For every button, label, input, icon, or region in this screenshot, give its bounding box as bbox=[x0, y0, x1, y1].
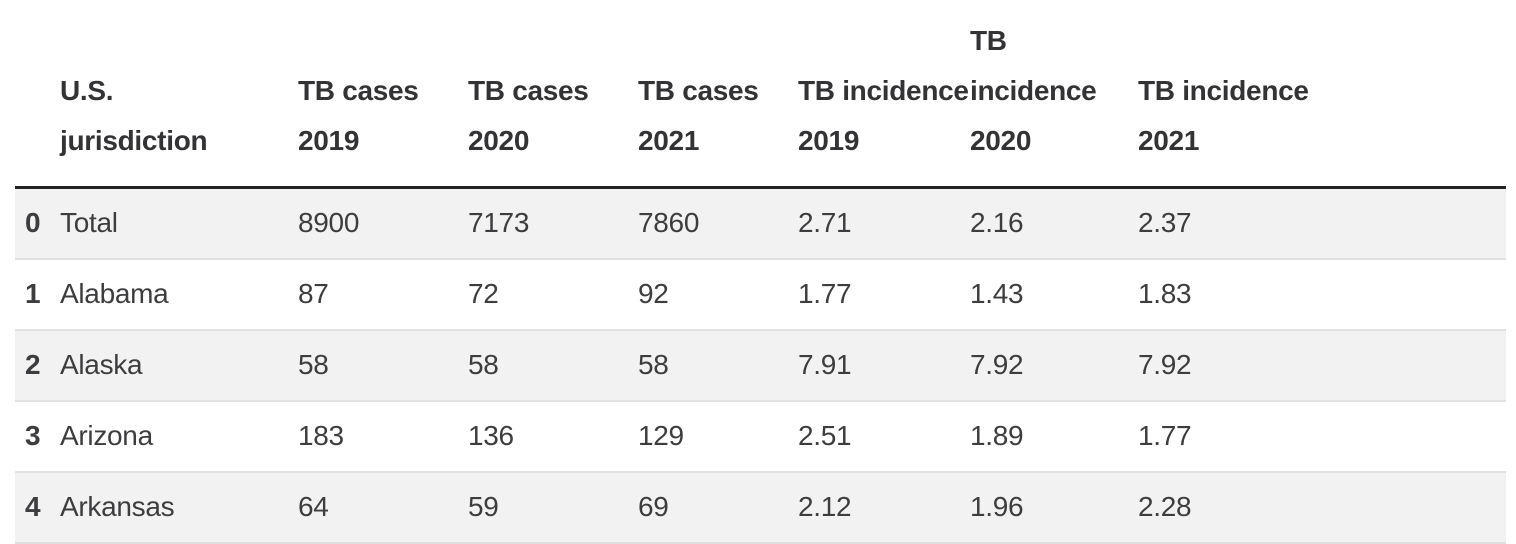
table-cell: 58 bbox=[638, 329, 798, 402]
column-header-label: TB cases 2020 bbox=[468, 75, 589, 156]
table-cell: 2.37 bbox=[1138, 187, 1506, 260]
table-cell: 64 bbox=[298, 471, 468, 544]
table-row: 0 Total 8900 7173 7860 2.71 2.16 2.37 bbox=[15, 187, 1506, 260]
column-header-label: TB incidence 2019 bbox=[798, 75, 969, 156]
table-row: 1 Alabama 87 72 92 1.77 1.43 1.83 bbox=[15, 258, 1506, 331]
table-cell: 7.92 bbox=[970, 329, 1138, 402]
column-header-tb-incidence-2020: TB incidence 2020 bbox=[970, 0, 1138, 189]
table-row: 4 Arkansas 64 59 69 2.12 1.96 2.28 bbox=[15, 471, 1506, 544]
table-cell: 87 bbox=[298, 258, 468, 331]
row-index: 1 bbox=[15, 258, 60, 331]
table-body: 0 Total 8900 7173 7860 2.71 2.16 2.37 1 Alabama 87… bbox=[15, 187, 1506, 544]
table-cell: 8900 bbox=[298, 187, 468, 260]
row-index: 0 bbox=[15, 187, 60, 260]
column-header-tb-cases-2021: TB cases 2021 bbox=[638, 0, 798, 189]
column-header-tb-cases-2020: TB cases 2020 bbox=[468, 0, 638, 189]
table-cell: 58 bbox=[298, 329, 468, 402]
table-cell: 2.28 bbox=[1138, 471, 1506, 544]
table-cell: 1.77 bbox=[1138, 400, 1506, 473]
table-row: 2 Alaska 58 58 58 7.91 7.92 7.92 bbox=[15, 329, 1506, 402]
column-header-tb-incidence-2019: TB incidence 2019 bbox=[798, 0, 970, 189]
table-cell: 1.77 bbox=[798, 258, 970, 331]
table-cell: 183 bbox=[298, 400, 468, 473]
tb-data-table: U.S. jurisdiction TB cases 2019 TB cases… bbox=[15, 0, 1506, 544]
table-cell: 7173 bbox=[468, 187, 638, 260]
table-cell: 1.89 bbox=[970, 400, 1138, 473]
table-cell: Arizona bbox=[60, 400, 298, 473]
table-cell: 58 bbox=[468, 329, 638, 402]
table-cell: 2.71 bbox=[798, 187, 970, 260]
table-cell: 1.83 bbox=[1138, 258, 1506, 331]
table-cell: 2.16 bbox=[970, 187, 1138, 260]
table-cell: 92 bbox=[638, 258, 798, 331]
column-header-label: TB incidence 2020 bbox=[970, 25, 1097, 156]
column-header-tb-cases-2019: TB cases 2019 bbox=[298, 0, 468, 189]
index-column-header bbox=[15, 0, 60, 189]
column-header-label: TB cases 2021 bbox=[638, 75, 759, 156]
table-header: U.S. jurisdiction TB cases 2019 TB cases… bbox=[15, 0, 1506, 189]
dataframe-container: U.S. jurisdiction TB cases 2019 TB cases… bbox=[15, 0, 1506, 544]
column-header-label: U.S. jurisdiction bbox=[60, 75, 208, 156]
table-cell: 7.92 bbox=[1138, 329, 1506, 402]
table-cell: 72 bbox=[468, 258, 638, 331]
column-header-us-jurisdiction: U.S. jurisdiction bbox=[60, 0, 298, 189]
table-cell: 7.91 bbox=[798, 329, 970, 402]
table-row: 3 Arizona 183 136 129 2.51 1.89 1.77 bbox=[15, 400, 1506, 473]
column-header-tb-incidence-2021: TB incidence 2021 bbox=[1138, 0, 1506, 189]
table-cell: 59 bbox=[468, 471, 638, 544]
table-cell: 2.12 bbox=[798, 471, 970, 544]
table-cell: 69 bbox=[638, 471, 798, 544]
table-cell: Alaska bbox=[60, 329, 298, 402]
row-index: 2 bbox=[15, 329, 60, 402]
table-cell: 7860 bbox=[638, 187, 798, 260]
table-cell: 129 bbox=[638, 400, 798, 473]
table-cell: 1.43 bbox=[970, 258, 1138, 331]
table-cell: Arkansas bbox=[60, 471, 298, 544]
table-cell: Alabama bbox=[60, 258, 298, 331]
header-row: U.S. jurisdiction TB cases 2019 TB cases… bbox=[15, 0, 1506, 189]
table-cell: Total bbox=[60, 187, 298, 260]
table-cell: 136 bbox=[468, 400, 638, 473]
row-index: 4 bbox=[15, 471, 60, 544]
table-cell: 2.51 bbox=[798, 400, 970, 473]
column-header-label: TB incidence 2021 bbox=[1138, 75, 1309, 156]
row-index: 3 bbox=[15, 400, 60, 473]
column-header-label: TB cases 2019 bbox=[298, 75, 419, 156]
table-cell: 1.96 bbox=[970, 471, 1138, 544]
